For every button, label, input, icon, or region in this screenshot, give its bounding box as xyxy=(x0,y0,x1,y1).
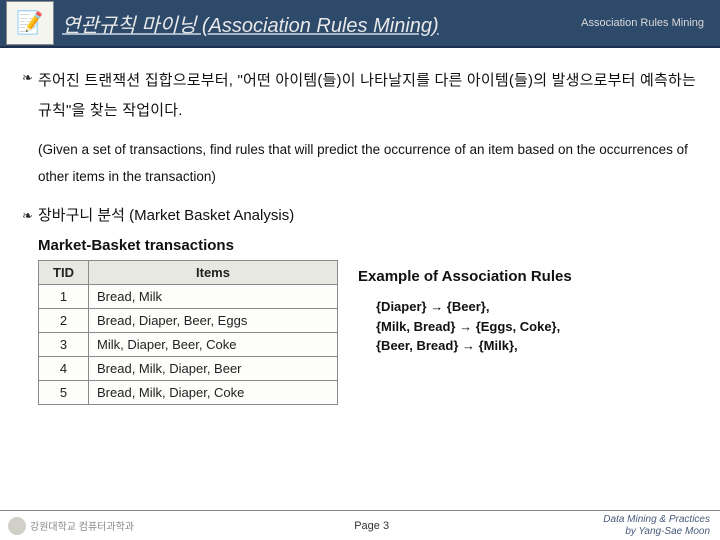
rules-section: Example of Association Rules {Diaper} → … xyxy=(338,260,698,405)
market-basket-title: Market-Basket transactions xyxy=(38,237,698,254)
table-row: 2Bread, Diaper, Beer, Eggs xyxy=(39,309,338,333)
lower-section: TID Items 1Bread, Milk 2Bread, Diaper, B… xyxy=(22,260,698,405)
paragraph-korean: 주어진 트랜잭션 집합으로부터, "어떤 아이템(들)이 나타날지를 다른 아이… xyxy=(38,66,698,126)
slide-content: ❧ 주어진 트랜잭션 집합으로부터, "어떤 아이템(들)이 나타날지를 다른 … xyxy=(0,48,720,405)
table-row: 1Bread, Milk xyxy=(39,285,338,309)
cell-tid: 3 xyxy=(39,333,89,357)
cell-items: Bread, Diaper, Beer, Eggs xyxy=(89,309,338,333)
transactions-table: TID Items 1Bread, Milk 2Bread, Diaper, B… xyxy=(38,260,338,405)
table-row: 5Bread, Milk, Diaper, Coke xyxy=(39,381,338,405)
rule-line: {Beer, Bread} → {Milk}, xyxy=(376,336,698,356)
cell-tid: 2 xyxy=(39,309,89,333)
cell-items: Bread, Milk, Diaper, Coke xyxy=(89,381,338,405)
footer-credit-line2: by Yang-Sae Moon xyxy=(603,526,710,538)
bullet-item-1: ❧ 주어진 트랜잭션 집합으로부터, "어떤 아이템(들)이 나타날지를 다른 … xyxy=(22,66,698,126)
slide-header: 📝 연관규칙 마이닝 (Association Rules Mining) As… xyxy=(0,0,720,48)
bullet-item-2: ❧ 장바구니 분석 (Market Basket Analysis) xyxy=(22,204,698,227)
cell-items: Milk, Diaper, Beer, Coke xyxy=(89,333,338,357)
cell-tid: 1 xyxy=(39,285,89,309)
cell-items: Bread, Milk xyxy=(89,285,338,309)
cell-tid: 4 xyxy=(39,357,89,381)
table-row: 4Bread, Milk, Diaper, Beer xyxy=(39,357,338,381)
header-icon: 📝 xyxy=(6,1,54,45)
footer-credits: Data Mining & Practices by Yang-Sae Moon xyxy=(603,514,720,538)
header-subtitle: Association Rules Mining xyxy=(581,17,720,29)
transactions-table-wrap: TID Items 1Bread, Milk 2Bread, Diaper, B… xyxy=(38,260,338,405)
slide-footer: 강원대학교 컴퓨터과학과 Page 3 Data Mining & Practi… xyxy=(0,510,720,540)
rule-line: {Diaper} → {Beer}, xyxy=(376,297,698,317)
paragraph-english: (Given a set of transactions, find rules… xyxy=(38,136,698,190)
subheading: 장바구니 분석 (Market Basket Analysis) xyxy=(38,204,294,225)
footer-left: 강원대학교 컴퓨터과학과 xyxy=(0,517,140,535)
slide-title: 연관규칙 마이닝 (Association Rules Mining) xyxy=(62,9,581,38)
col-tid: TID xyxy=(39,261,89,285)
bullet-icon: ❧ xyxy=(22,66,38,89)
table-header-row: TID Items xyxy=(39,261,338,285)
col-items: Items xyxy=(89,261,338,285)
bullet-icon: ❧ xyxy=(22,204,38,227)
footer-credit-line1: Data Mining & Practices xyxy=(603,514,710,526)
footer-affiliation: 강원대학교 컴퓨터과학과 xyxy=(30,518,134,533)
page-number: Page 3 xyxy=(140,520,603,532)
table-row: 3Milk, Diaper, Beer, Coke xyxy=(39,333,338,357)
cell-tid: 5 xyxy=(39,381,89,405)
university-logo-icon xyxy=(8,517,26,535)
rules-title: Example of Association Rules xyxy=(358,268,698,285)
cell-items: Bread, Milk, Diaper, Beer xyxy=(89,357,338,381)
rule-line: {Milk, Bread} → {Eggs, Coke}, xyxy=(376,317,698,337)
